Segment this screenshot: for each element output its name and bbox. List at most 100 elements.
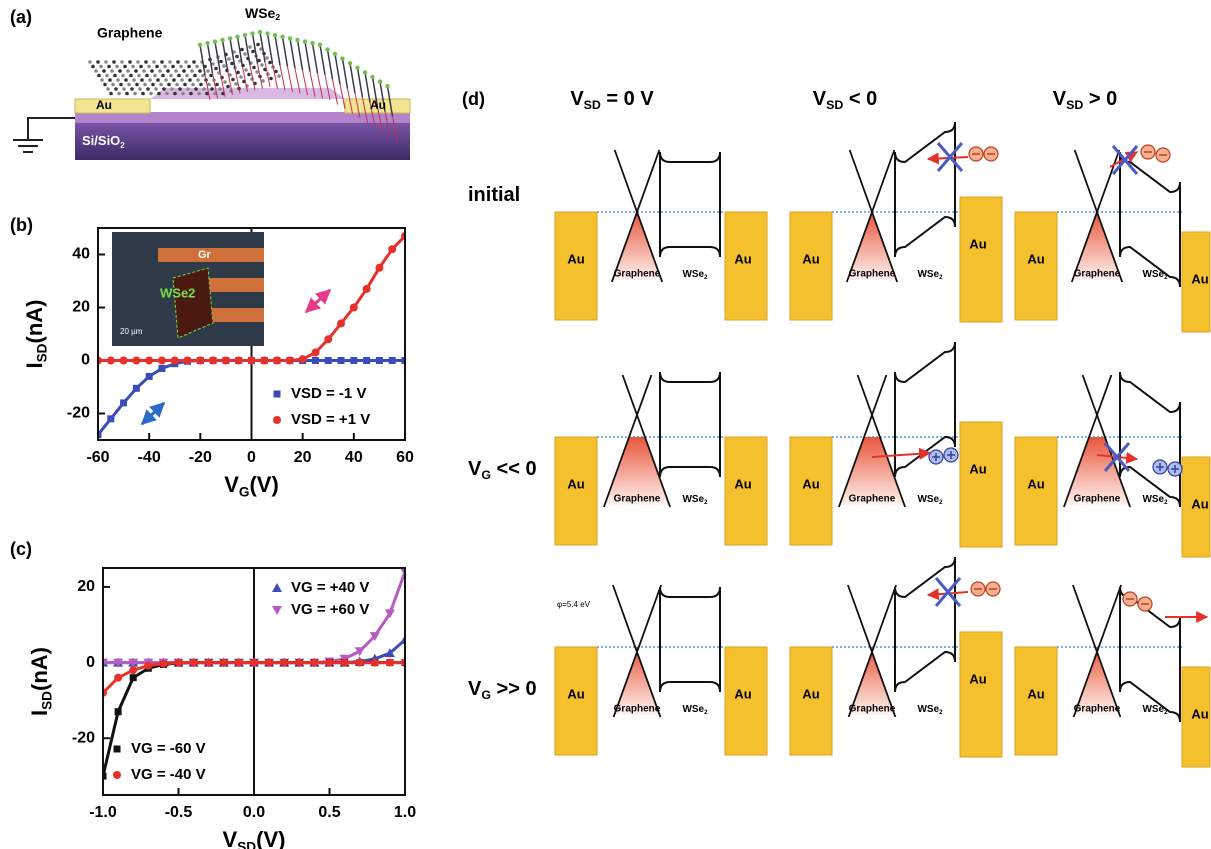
- semiconductor-label-part: WSe: [917, 494, 939, 505]
- marker: [107, 357, 115, 365]
- marker: [350, 304, 358, 312]
- semiconductor-label-part: WSe: [682, 704, 704, 715]
- graphene-atom: [172, 78, 176, 82]
- graphene-atom: [188, 78, 192, 82]
- graphene-atom: [136, 60, 140, 64]
- schematic-label: WSe2: [245, 5, 280, 23]
- graphene-atom: [243, 52, 247, 56]
- marker: [350, 357, 357, 364]
- graphene-atom: [163, 65, 167, 69]
- marker: [280, 659, 288, 667]
- metal-label: Au: [567, 251, 584, 266]
- marker: [115, 708, 122, 715]
- row-label-part: V: [468, 458, 482, 480]
- graphene-atom: [127, 83, 131, 87]
- graphene-atom: [104, 60, 108, 64]
- y-tick-label: 20: [72, 299, 90, 316]
- wse2-atom: [220, 38, 224, 42]
- wse2-bond: [320, 45, 325, 75]
- band-diagram: AuAuGrapheneWSe2: [790, 557, 1002, 757]
- graphene-atom: [138, 87, 142, 91]
- schematic-label-part: 2: [275, 12, 280, 22]
- graphene-atom: [147, 65, 151, 69]
- page: {"panel_labels": ["(a)", "(b)", "(c)", "…: [0, 0, 1211, 849]
- wse2-atom: [378, 79, 382, 83]
- wse2-atom: [318, 43, 322, 47]
- graphene-atom: [165, 92, 169, 96]
- metal-contact: [960, 422, 1002, 547]
- graphene-atom: [131, 65, 135, 69]
- metal-label: Au: [1027, 251, 1044, 266]
- column-header: VSD > 0: [1053, 88, 1117, 112]
- sweep-arrow: [306, 290, 330, 312]
- semiconductor-label: WSe2: [682, 704, 708, 716]
- graphene-atom: [107, 65, 111, 69]
- marker: [388, 245, 396, 253]
- graphene-atom: [180, 78, 184, 82]
- panel-label: (d): [462, 89, 485, 109]
- marker: [326, 659, 334, 667]
- wse2-bond: [275, 35, 280, 65]
- graphene-atom: [150, 69, 154, 73]
- graphene-atom: [181, 92, 185, 96]
- metal-label: Au: [1027, 686, 1044, 701]
- graphene-atom: [197, 92, 201, 96]
- graphene-atom: [171, 65, 175, 69]
- graphene-label: Graphene: [849, 704, 896, 715]
- marker: [324, 335, 332, 343]
- schematic-label-part: Si/SiO: [82, 133, 120, 148]
- semiconductor-label: WSe2: [682, 494, 708, 506]
- graphene-atom: [158, 69, 162, 73]
- marker: [272, 583, 282, 592]
- row-label: initial: [468, 184, 520, 206]
- graphene-atom: [231, 78, 235, 82]
- x-tick-label: -40: [138, 449, 161, 466]
- graphene-atom: [142, 69, 146, 73]
- graphene-atom: [162, 87, 166, 91]
- graphene-atom: [173, 92, 177, 96]
- graphene-atom: [176, 60, 180, 64]
- semiconductor-label-part: WSe: [682, 494, 704, 505]
- semiconductor-label-part: 2: [1164, 709, 1168, 716]
- marker: [273, 357, 281, 365]
- x-tick-label: -1.0: [89, 804, 117, 821]
- schematic-label: Graphene: [97, 25, 163, 41]
- graphene-atom: [94, 69, 98, 73]
- wse2-band: [660, 587, 720, 692]
- marker: [113, 771, 121, 779]
- marker: [299, 355, 307, 363]
- graphene-atom: [110, 69, 114, 73]
- graphene-atom: [269, 77, 273, 81]
- metal-label: Au: [734, 476, 751, 491]
- panel-label: (b): [10, 215, 33, 235]
- graphene-atom: [126, 69, 130, 73]
- marker: [133, 385, 140, 392]
- row-label-part: G: [481, 468, 491, 482]
- graphene-atom: [196, 78, 200, 82]
- wse2-atom: [213, 39, 217, 43]
- band-diagram: AuAuGrapheneWSe2: [555, 150, 767, 320]
- graphene-atom: [117, 92, 121, 96]
- graphene-label: Graphene: [614, 269, 661, 280]
- graphene-atom: [109, 92, 113, 96]
- graphene-atom: [112, 60, 116, 64]
- y-axis-label: ISD(nA): [22, 299, 49, 368]
- work-function: φ=5.4 eV: [557, 600, 591, 609]
- marker: [356, 659, 364, 667]
- graphene-atom: [214, 67, 218, 71]
- graphene-atom: [268, 61, 272, 65]
- row-label: VG >> 0: [468, 678, 537, 702]
- graphene-atom: [148, 78, 152, 82]
- graphene-atom: [239, 75, 243, 79]
- graphene-label: Graphene: [1074, 269, 1121, 280]
- electrode: [208, 278, 264, 292]
- x-axis-label-part: SD: [237, 839, 256, 849]
- graphene-atom: [156, 78, 160, 82]
- marker: [184, 357, 192, 365]
- metal-label: Au: [802, 686, 819, 701]
- graphene-atom: [113, 74, 117, 78]
- graphene-atom: [161, 74, 165, 78]
- graphene-atom: [124, 78, 128, 82]
- marker: [363, 357, 370, 364]
- graphene-atom: [129, 74, 133, 78]
